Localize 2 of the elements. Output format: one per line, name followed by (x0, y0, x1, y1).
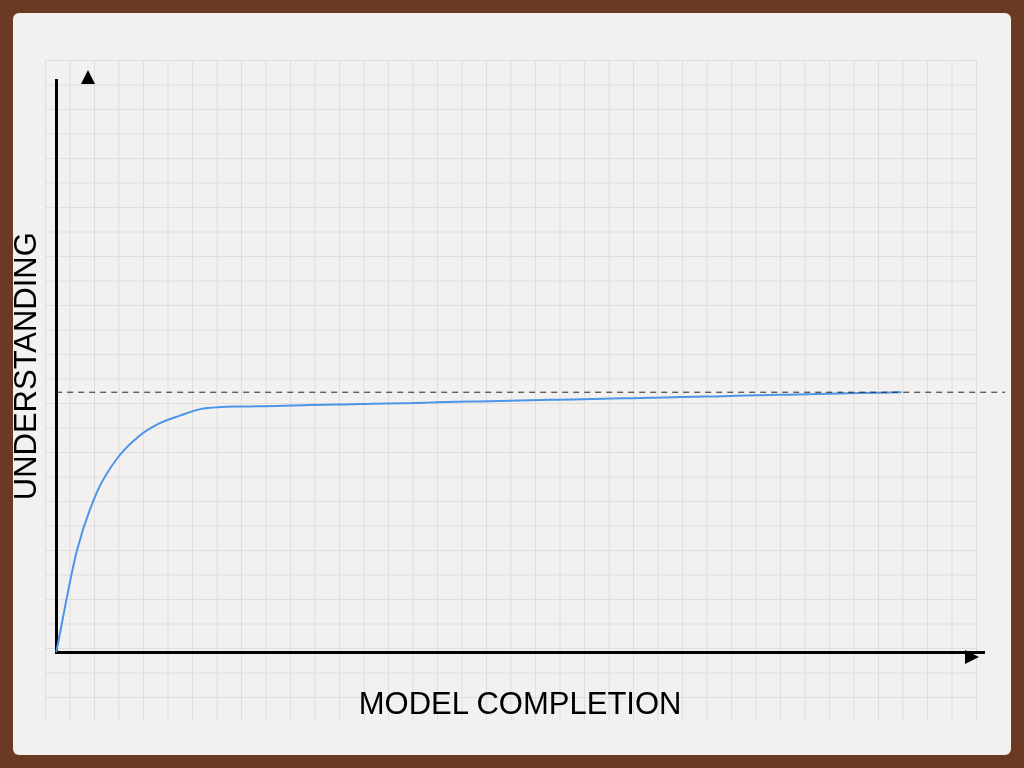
y-axis-title: UNDERSTANDING (8, 232, 44, 501)
x-axis-title: MODEL COMPLETION (358, 685, 682, 721)
